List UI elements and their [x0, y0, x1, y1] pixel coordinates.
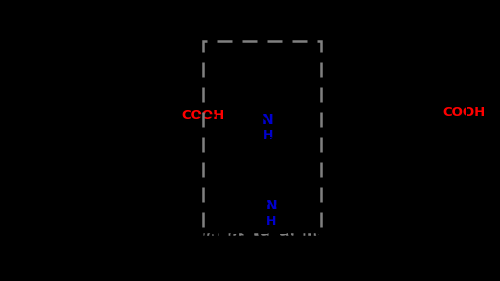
Text: N: N	[266, 199, 277, 213]
Text: X: X	[400, 179, 411, 193]
Text: COOH: COOH	[181, 108, 224, 121]
Text: Ph: Ph	[208, 184, 224, 197]
Text: Enantiomer separation: Enantiomer separation	[0, 226, 194, 241]
Text: N: N	[262, 113, 274, 127]
Text: OH: OH	[421, 68, 440, 81]
Bar	[202, 41, 322, 234]
Text: Ph: Ph	[208, 98, 224, 111]
Text: via: via	[194, 226, 221, 241]
Text: CH: CH	[292, 109, 310, 123]
Text: OH: OH	[264, 136, 284, 149]
Text: (X = Cl, Br, I): (X = Cl, Br, I)	[96, 212, 168, 222]
Text: OH: OH	[268, 35, 287, 48]
Text: H: H	[263, 129, 273, 142]
Text: Efficiency: Efficiency	[364, 195, 432, 208]
Text: (R): (R)	[394, 99, 408, 109]
Text: 0.69 ~ 0.72: 0.69 ~ 0.72	[358, 212, 440, 226]
Text: racemic: racemic	[108, 195, 156, 208]
Text: COOH: COOH	[442, 106, 486, 119]
Text: X: X	[134, 179, 144, 193]
Text: OH: OH	[160, 68, 179, 81]
Text: 3: 3	[305, 115, 311, 125]
Text: diastereomeric salt formation: diastereomeric salt formation	[208, 226, 483, 241]
Text: Ph: Ph	[208, 57, 224, 70]
Text: or: or	[255, 142, 269, 156]
Text: Ph: Ph	[297, 195, 312, 208]
Text: H: H	[266, 215, 276, 228]
